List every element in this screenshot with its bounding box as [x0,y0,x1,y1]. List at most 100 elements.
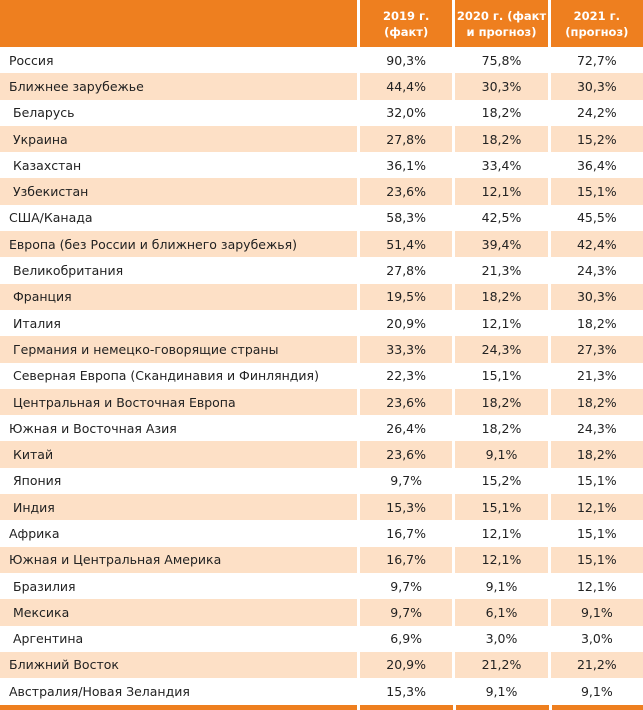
value-2020: 12,1% [481,525,522,541]
region-name: Великобритания [13,263,124,279]
value-2021: 18,2% [550,388,643,416]
value-2021: 30,3% [550,283,643,310]
value-2020: 21,2% [455,651,548,679]
value-2019: 22,3% [386,368,427,384]
value-2019: 9,7% [390,473,423,489]
value-2020: 18,2% [455,283,548,310]
table-row: Северная Европа (Скандинавия и Финляндия… [0,363,643,389]
region-name: Центральная и Восточная Европа [0,388,357,416]
region-name: Австралия/Новая Зеландия [9,683,190,699]
table-row: Япония 9,7% 15,2% 15,1% [0,468,643,494]
value-2021: 36,4% [576,157,617,173]
region-name: Япония [13,473,62,489]
header-2019: 2019 г. (факт) [360,0,453,47]
value-2021: 15,1% [576,525,617,541]
region-name: Италия [13,315,61,331]
value-2021: 24,2% [576,105,617,121]
region-name: Южная и Восточная Азия [9,420,177,436]
value-2019: 90,3% [386,52,427,68]
value-2020: 12,1% [455,546,548,573]
table-row: Великобритания 27,8% 21,3% 24,3% [0,257,643,283]
header-2021-line1: 2021 г. [573,8,621,23]
value-2021: 9,1% [550,599,643,626]
value-2020: 12,1% [481,315,522,331]
value-2020: 15,2% [481,473,522,489]
table-row: Южная и Восточная Азия 26,4% 18,2% 24,3% [0,415,643,441]
value-2020: 18,2% [481,105,522,121]
value-2020: 6,1% [455,599,548,626]
value-2019: 9,7% [360,599,453,626]
value-2021: 72,7% [576,52,617,68]
value-2019: 32,0% [386,105,427,121]
header-label-cell [0,0,357,47]
header-2021: 2021 г. (прогноз) [550,0,643,47]
table-row: Мексика 9,7% 6,1% 9,1% [0,599,643,626]
value-2021: 24,3% [576,420,617,436]
table-row: Украина 27,8% 18,2% 15,2% [0,125,643,153]
value-2019: 27,8% [360,125,453,153]
region-name: Ближний Восток [0,651,357,679]
table-row: Центральная и Восточная Европа 23,6% 18,2%… [0,388,643,416]
value-2019: 33,3% [360,336,453,363]
region-name: Бразилия [13,578,76,594]
table-row: США/Канада 58,3% 42,5% 45,5% [0,205,643,231]
value-2021: 12,1% [576,578,617,594]
region-name: Мексика [0,599,357,626]
value-2019: 9,7% [390,578,423,594]
value-2020: 12,1% [455,178,548,205]
region-name: Аргентина [13,631,84,647]
header-2020-line2: и прогноз) [466,24,537,39]
value-2019: 44,4% [360,73,453,100]
table-body: Россия 90,3% 75,8% 72,7% Ближнее зарубежье 44… [0,47,643,704]
region-name: Россия [9,52,54,68]
value-2020: 9,1% [455,441,548,468]
value-2021: 12,1% [550,494,643,521]
region-name: Южная и Центральная Америка [0,546,357,573]
value-2021: 27,3% [550,336,643,363]
value-2020: 15,1% [481,368,522,384]
value-2019: 23,6% [360,178,453,205]
header-row: 2019 г. (факт) 2020 г. (факт и прогноз) 20… [0,0,643,47]
region-name: Украина [0,125,357,153]
table-row: Индия 15,3% 15,1% 12,1% [0,494,643,521]
value-2021: 15,1% [550,178,643,205]
value-2021: 42,4% [550,231,643,258]
table-row: Италия 20,9% 12,1% 18,2% [0,310,643,336]
header-2020: 2020 г. (факт и прогноз) [455,0,548,47]
value-2020: 9,1% [485,578,518,594]
value-2021: 3,0% [580,631,613,647]
bottom-rule-segment [552,705,643,710]
table-row: Южная и Центральная Америка 16,7% 12,1% 15,… [0,546,643,573]
value-2021: 18,2% [550,441,643,468]
region-name: Узбекистан [0,178,357,205]
table-row: Аргентина 6,9% 3,0% 3,0% [0,626,643,652]
table-row: Казахстан 36,1% 33,4% 36,4% [0,152,643,178]
region-name: Германия и немецко-говорящие страны [0,336,357,363]
value-2021: 45,5% [576,210,617,226]
value-2021: 21,3% [576,368,617,384]
value-2021: 18,2% [576,315,617,331]
value-2019: 16,7% [360,546,453,573]
table-row: Беларусь 32,0% 18,2% 24,2% [0,100,643,126]
table-row: Африка 16,7% 12,1% 15,1% [0,520,643,546]
region-name: Китай [0,441,357,468]
header-2020-line1: 2020 г. (факт [456,8,547,23]
region-name: Европа (без России и ближнего зарубежья) [0,231,357,258]
value-2019: 58,3% [386,210,427,226]
value-2019: 36,1% [386,157,427,173]
value-2019: 20,9% [360,651,453,679]
value-2019: 15,3% [386,683,427,699]
value-2021: 9,1% [580,683,613,699]
value-2020: 39,4% [455,231,548,258]
value-2020: 75,8% [481,52,522,68]
value-2019: 23,6% [360,388,453,416]
value-2020: 30,3% [455,73,548,100]
value-2019: 20,9% [386,315,427,331]
value-2020: 21,3% [481,263,522,279]
value-2019: 23,6% [360,441,453,468]
value-2020: 18,2% [481,420,522,436]
region-name: Франция [0,283,357,310]
value-2020: 42,5% [481,210,522,226]
table-row: Бразилия 9,7% 9,1% 12,1% [0,573,643,599]
